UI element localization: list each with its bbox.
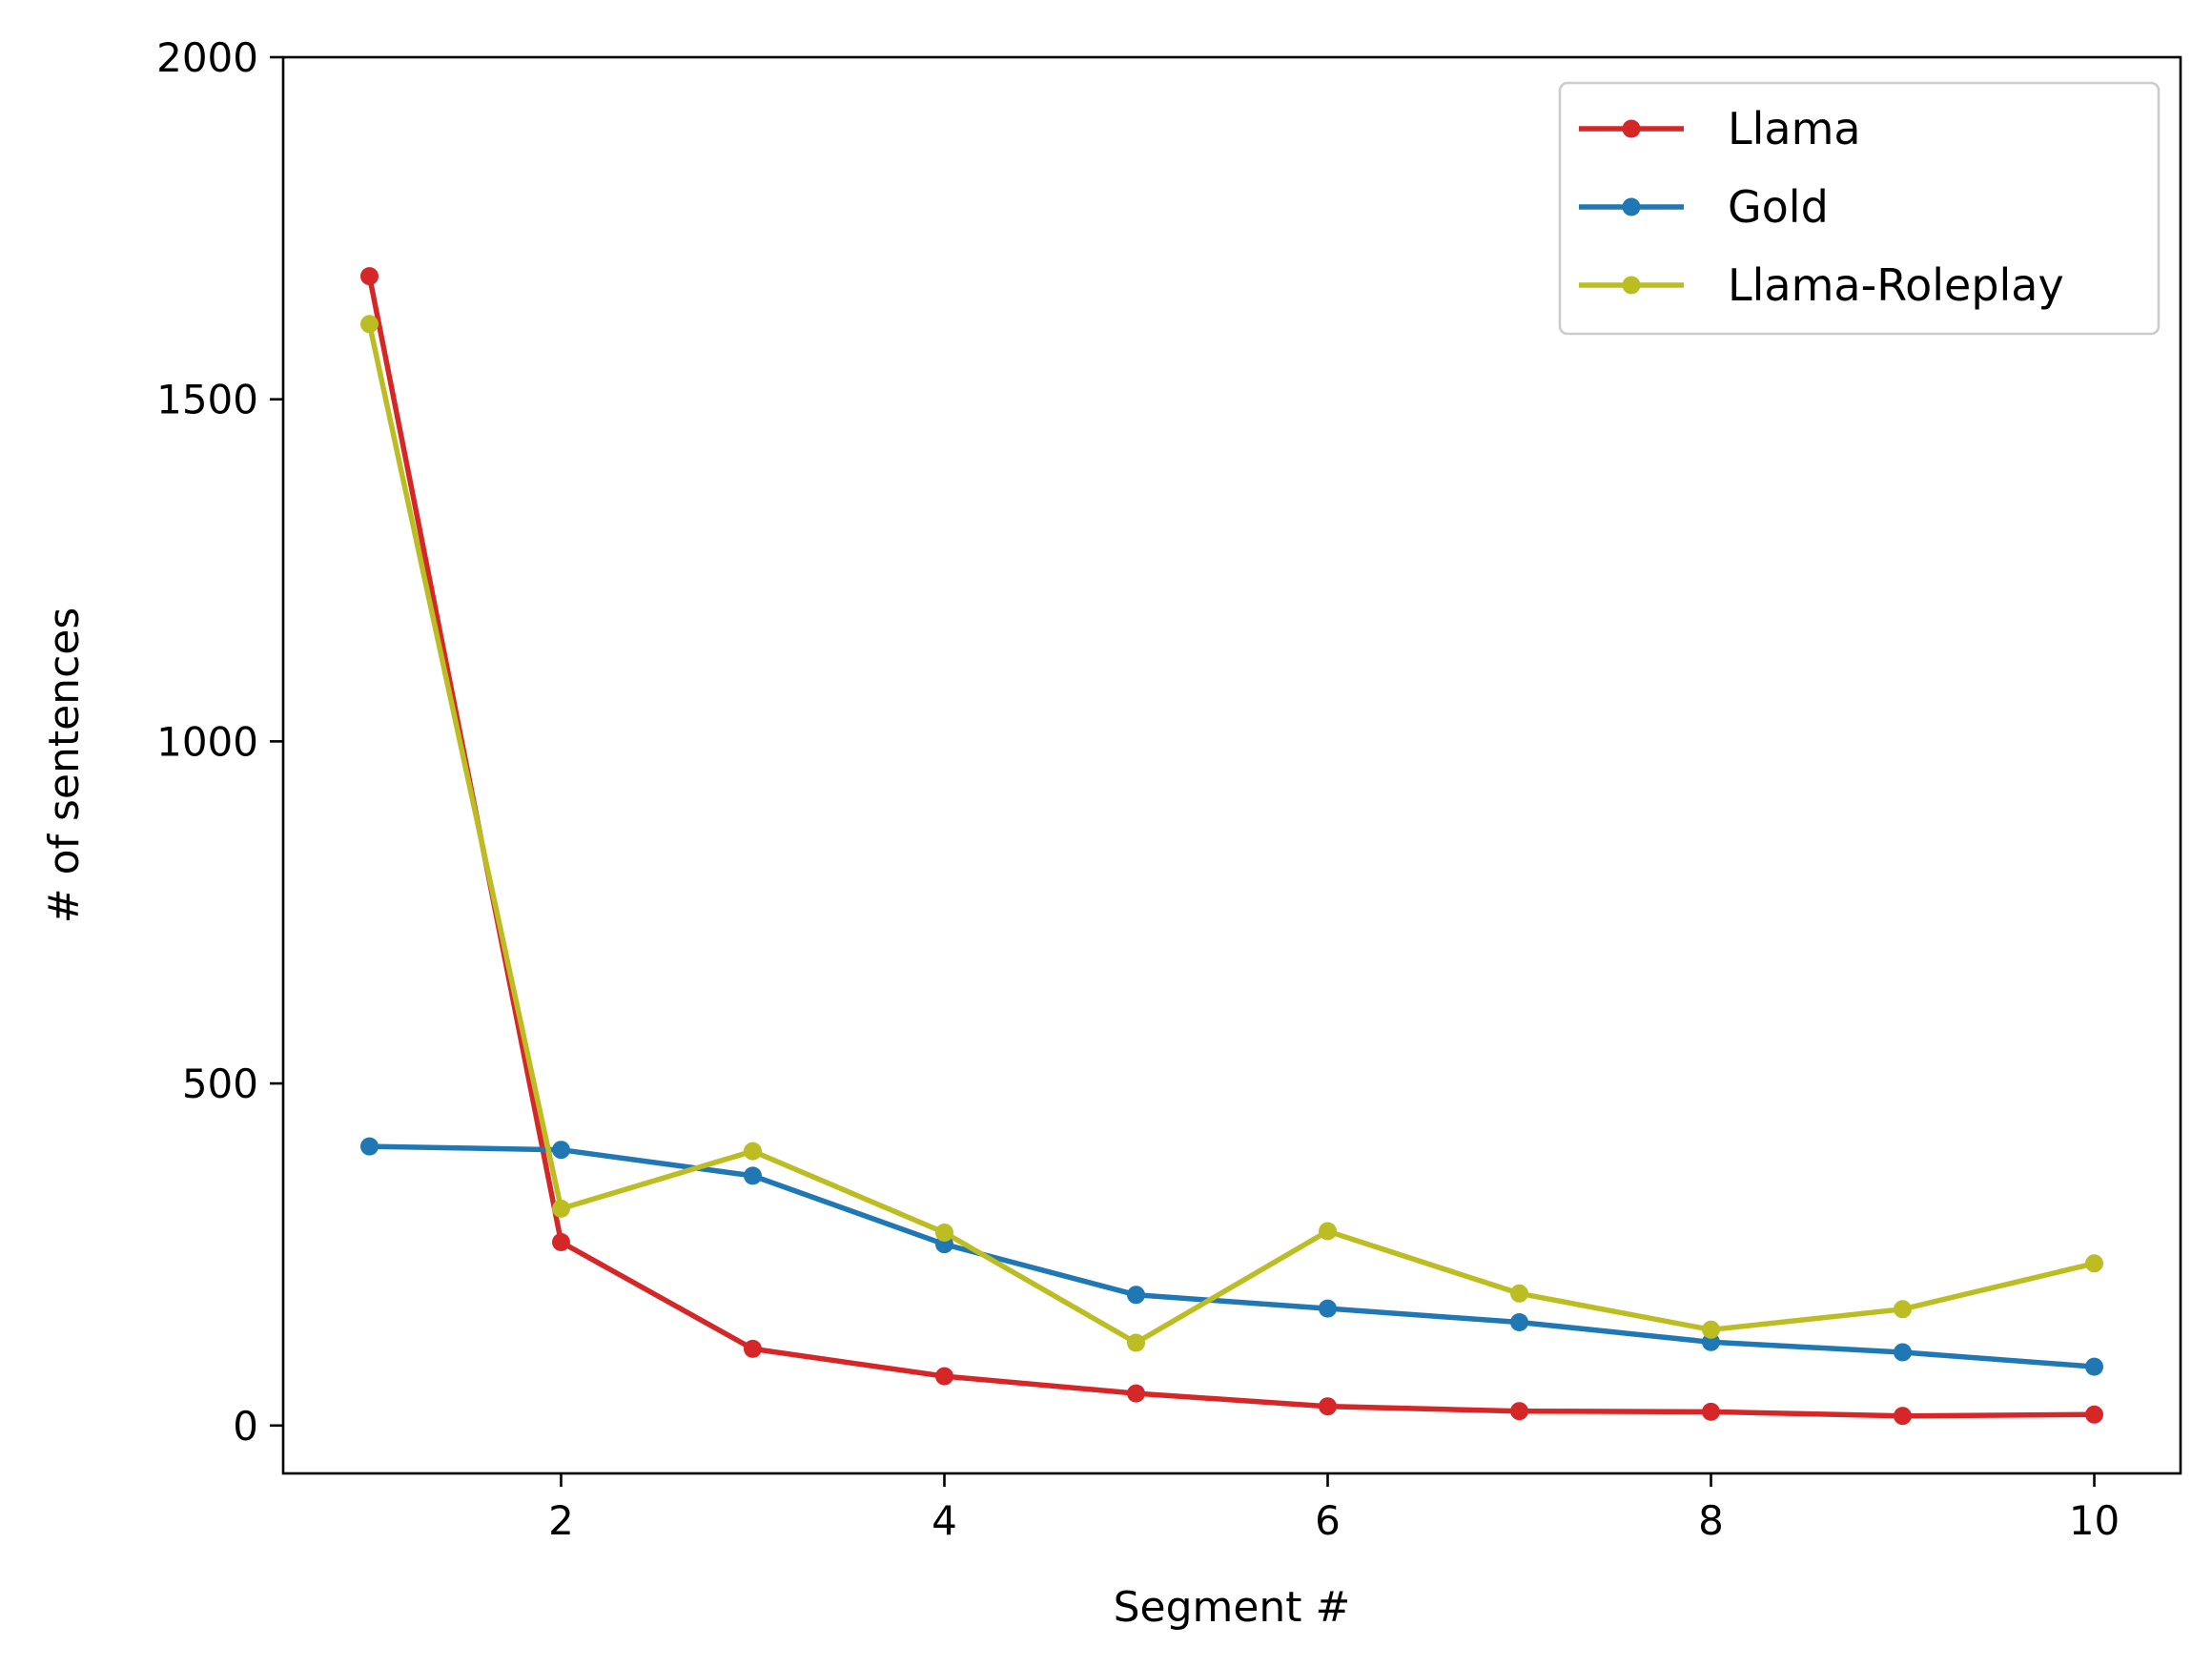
data-point-0-7 — [1702, 1402, 1720, 1421]
y-tick-label-4: 2000 — [156, 34, 258, 81]
series-line-1 — [369, 1143, 2095, 1369]
series-lines — [366, 276, 2096, 1419]
data-point-2-2 — [744, 1142, 762, 1161]
data-point-1-5 — [1319, 1299, 1337, 1318]
y-tick-label-0: 0 — [233, 1403, 258, 1450]
data-point-1-8 — [1894, 1343, 1912, 1362]
y-axis-label: # of sentences — [40, 607, 89, 924]
data-point-0-1 — [552, 1233, 570, 1251]
legend-label-2: Llama-Roleplay — [1728, 259, 2064, 311]
data-point-1-4 — [1127, 1286, 1145, 1305]
data-point-0-2 — [744, 1339, 762, 1358]
legend-swatch-marker-1 — [1622, 197, 1641, 216]
data-point-2-6 — [1510, 1284, 1528, 1303]
data-point-0-0 — [360, 267, 379, 286]
series-line-0 — [366, 276, 2095, 1419]
x-tick-label-3: 8 — [1698, 1497, 1724, 1544]
data-point-1-7 — [1702, 1332, 1720, 1351]
data-point-2-3 — [935, 1224, 953, 1242]
x-tick-label-0: 2 — [548, 1497, 574, 1544]
data-point-2-1 — [552, 1199, 570, 1218]
data-point-0-8 — [1894, 1407, 1912, 1426]
series-line-2 — [366, 323, 2096, 1346]
legend: Llama Gold Llama-Roleplay — [1558, 81, 2161, 336]
data-point-0-6 — [1510, 1402, 1528, 1421]
legend-swatch-marker-0 — [1622, 119, 1641, 138]
y-tick-label-3: 1500 — [156, 377, 258, 423]
legend-label-1: Gold — [1728, 181, 1829, 233]
legend-swatch-marker-2 — [1622, 276, 1641, 295]
data-point-0-3 — [935, 1367, 953, 1386]
x-axis-label: Segment # — [1114, 1583, 1351, 1632]
legend-box — [1558, 81, 2161, 336]
y-tick-label-1: 500 — [182, 1060, 258, 1107]
data-point-1-0 — [360, 1137, 379, 1156]
data-point-1-6 — [1510, 1313, 1528, 1331]
data-point-1-1 — [552, 1141, 570, 1160]
data-point-2-7 — [1702, 1320, 1720, 1339]
data-point-2-9 — [2085, 1254, 2103, 1273]
x-tick-label-2: 6 — [1315, 1497, 1341, 1544]
x-tick-label-1: 4 — [932, 1497, 957, 1544]
data-point-2-8 — [1894, 1300, 1912, 1319]
plot-frame — [281, 55, 2182, 1475]
data-point-2-0 — [360, 315, 379, 334]
data-point-1-2 — [744, 1166, 762, 1185]
x-tick-label-4: 10 — [2069, 1497, 2120, 1544]
data-point-2-4 — [1127, 1333, 1145, 1352]
data-point-0-4 — [1127, 1384, 1145, 1403]
legend-label-0: Llama — [1728, 103, 1861, 154]
data-point-1-9 — [2085, 1357, 2103, 1376]
axes: 2 4 6 8 10 0 500 1000 1500 2000 — [156, 34, 2182, 1544]
y-tick-label-2: 1000 — [156, 718, 258, 765]
data-point-0-9 — [2085, 1405, 2103, 1424]
series-points — [360, 267, 2103, 1426]
data-point-0-5 — [1319, 1397, 1337, 1416]
data-point-2-5 — [1319, 1222, 1337, 1241]
